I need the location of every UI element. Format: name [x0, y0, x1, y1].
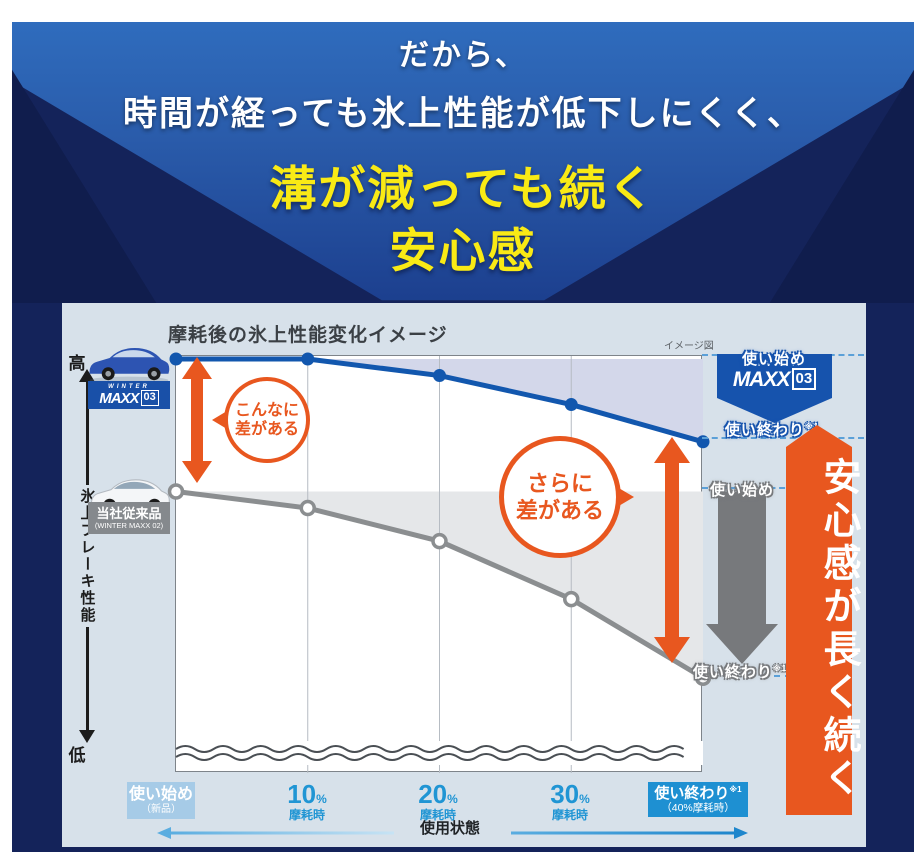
chart-panel: 摩耗後の氷上性能変化イメージ イメージ図 高 氷上ブレーキ性能 低 WINTER… — [62, 303, 866, 847]
conventional-down-arrow — [706, 492, 778, 664]
conventional-product-badge: 当社従来品 (WINTER MAXX 02) — [88, 502, 170, 534]
gray-end-label: 使い終わり※1 — [692, 664, 788, 681]
chart-title: 摩耗後の氷上性能変化イメージ — [168, 325, 448, 346]
x-axis-arrow-left — [157, 827, 394, 839]
blue-end-label: 使い終わり※1 — [724, 422, 820, 439]
header-line-1: だから、 — [399, 39, 527, 72]
brand-main-text: MAXX — [99, 389, 139, 407]
arrow-brand-main: MAXX — [732, 367, 791, 391]
plot-canvas — [167, 352, 712, 773]
x-axis-arrow-right — [511, 827, 748, 839]
callout-bubble-1: こんなに 差がある — [212, 377, 310, 463]
y-axis-shaft-bottom — [85, 627, 89, 730]
blue-car-illustration — [89, 347, 170, 384]
bubble-2-pointer-icon — [617, 487, 634, 507]
axis-break-wave — [175, 741, 703, 765]
bubble-1-pointer-icon — [212, 411, 227, 429]
y-axis-shaft-top — [85, 382, 89, 485]
conventional-sub: (WINTER MAXX 02) — [94, 521, 164, 531]
x-end-line2: （40%摩耗時） — [661, 802, 735, 815]
gray-start-label: 使い始め — [709, 482, 774, 499]
x-label-end-badge: 使い終わり※1 （40%摩耗時） — [648, 782, 748, 817]
brand-number-text: 03 — [140, 390, 159, 406]
x-label-20pct: 20% 摩耗時 — [418, 779, 458, 822]
x-start-line2: （新品） — [141, 803, 181, 815]
header-banner: だから、 時間が経っても氷上性能が低下しにくく、 溝が減っても続く 安心感 — [12, 22, 914, 303]
orange-banner-shape — [786, 425, 852, 815]
x-start-line1: 使い始め — [128, 786, 193, 804]
difference-arrow-1 — [182, 357, 212, 483]
y-axis-arrowhead-down-icon — [79, 730, 95, 743]
maxx03-down-arrow — [717, 354, 832, 423]
y-axis-arrow: 氷上ブレーキ性能 — [78, 369, 96, 743]
y-axis-low-label: 低 — [68, 746, 86, 765]
bubble-1-line-2: 差がある — [234, 421, 299, 438]
dashed-line-gray-start — [702, 487, 814, 489]
maxx03-arrow-logo: WINTER MAXX 03 — [717, 360, 832, 390]
image-note: イメージ図 — [664, 341, 714, 352]
callout-bubble-2: さらに 差がある — [499, 436, 634, 558]
bubble-2-line-2: 差がある — [515, 498, 604, 523]
blue-start-label: 使い始め — [741, 351, 806, 368]
x-label-start-badge: 使い始め （新品） — [127, 782, 195, 819]
x-label-10pct: 10% 摩耗時 — [287, 779, 327, 822]
arrow-brand-num: 03 — [791, 368, 817, 390]
winter-maxx-03-badge: WINTER MAXX 03 — [88, 381, 170, 409]
header-line-3: 溝が減っても続く — [269, 162, 657, 215]
arrow-brand-top: WINTER — [746, 359, 803, 368]
orange-banner-text: 安心感が長く続く — [817, 457, 859, 801]
dashed-line-blue-end — [702, 437, 864, 439]
difference-arrow-2 — [654, 437, 690, 663]
x-axis-title: 使用状態 — [419, 820, 480, 837]
header-line-2: 時間が経っても氷上性能が低下しにくく、 — [123, 95, 803, 133]
x-label-30pct: 30% 摩耗時 — [550, 779, 590, 822]
header-line-4: 安心感 — [389, 224, 537, 277]
series-lines-and-markers — [167, 352, 712, 687]
bubble-2-line-1: さらに — [526, 470, 593, 496]
bubble-1-line-1: こんなに — [234, 401, 299, 419]
brand-top-text: WINTER — [108, 384, 150, 391]
conventional-name: 当社従来品 — [96, 505, 162, 521]
y-axis-high-label: 高 — [68, 354, 86, 373]
